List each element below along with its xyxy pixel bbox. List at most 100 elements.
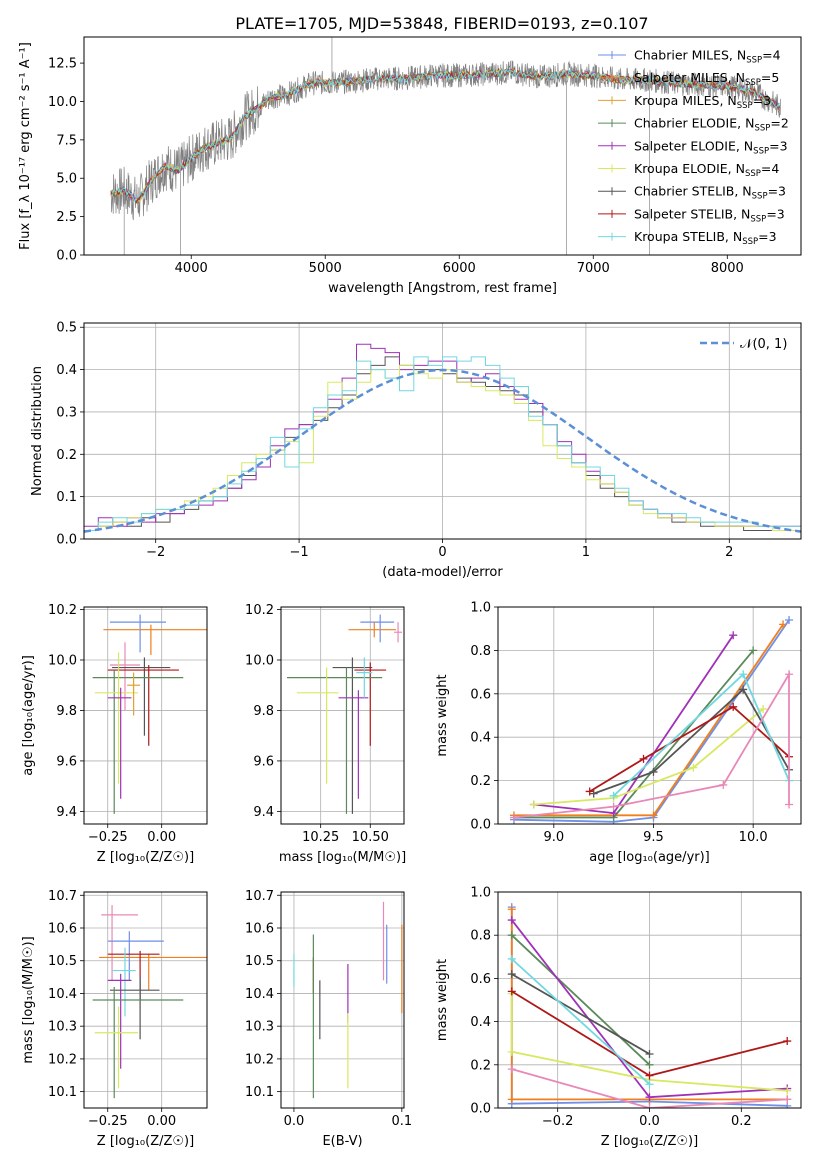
errorbar-point — [109, 642, 141, 711]
legend-label-text: Salpeter STELIB, N — [634, 206, 750, 221]
x-tick-label: 1 — [582, 545, 590, 560]
y-tick-label: 10.0 — [245, 653, 274, 668]
legend-label-tail: =3 — [753, 93, 771, 108]
y-tick-label: 9.6 — [56, 754, 77, 769]
y-tick-label: 10.0 — [48, 95, 77, 110]
axes-frame — [83, 36, 802, 256]
weight-marker — [645, 1071, 654, 1080]
weight-marker — [507, 970, 516, 979]
weight-marker — [649, 767, 658, 776]
errorbar-point — [296, 667, 339, 784]
y-tick-label: 10.4 — [245, 987, 274, 1002]
weight-marker — [507, 916, 516, 925]
weight-marker — [729, 702, 738, 711]
y-tick-label: 2.5 — [56, 210, 77, 225]
x-tick-label: 0.1 — [391, 1114, 412, 1129]
weight-line — [589, 705, 790, 793]
x-tick-label: −0.25 — [88, 830, 128, 845]
weight-marker — [785, 800, 794, 809]
legend-label: Chabrier STELIB, NSSP=3 — [634, 184, 786, 202]
y-tick-label: 7.5 — [56, 133, 77, 148]
errorbar-point — [107, 931, 164, 981]
y-tick-label: 0.0 — [56, 249, 77, 264]
x-axis-label: Z [log₁₀(Z/Z☉)] — [97, 1134, 194, 1149]
weight-marker — [639, 754, 648, 763]
legend-label-tail: =5 — [761, 70, 779, 85]
y-tick-label: 10.2 — [245, 603, 274, 618]
histogram-step — [84, 356, 801, 539]
weight-line — [511, 1068, 788, 1108]
weight-marker — [783, 1037, 792, 1046]
legend-label-tail: =3 — [766, 206, 784, 221]
y-tick-label: 10.1 — [48, 1085, 77, 1100]
axes-frame — [280, 891, 405, 1109]
legend-label-text: Chabrier STELIB, N — [634, 184, 752, 199]
weight-line — [511, 973, 650, 1055]
y-tick-label: 9.8 — [253, 704, 274, 719]
errorbar-point — [112, 947, 136, 1017]
legend-label-sub: SSP — [737, 101, 753, 111]
plot-area — [293, 901, 403, 1099]
x-tick-label: 10.25 — [302, 830, 339, 845]
x-tick-label: 8000 — [711, 261, 744, 276]
errorbar-point — [356, 657, 373, 698]
x-tick-label: 2 — [725, 545, 733, 560]
model-spectrum-line — [110, 69, 780, 200]
legend-label-tail: =4 — [762, 48, 780, 63]
errorbar-point — [92, 670, 184, 814]
residuals-legend: 𝒩(0, 1) — [700, 337, 787, 352]
weight-marker — [507, 987, 516, 996]
y-tick-label: 0.3 — [56, 405, 77, 420]
x-tick-label: 6000 — [443, 261, 476, 276]
weight-marker — [689, 763, 698, 772]
y-tick-label: 10.7 — [48, 889, 77, 904]
y-tick-label: 10.2 — [245, 1052, 274, 1067]
weight-marker — [507, 905, 516, 914]
plot-area — [84, 343, 801, 539]
x-tick-label: 9.5 — [643, 830, 664, 845]
errorbar-point — [101, 905, 138, 981]
weight-marker — [507, 1095, 516, 1104]
weight-marker — [719, 780, 728, 789]
y-tick-label: 5.0 — [56, 172, 77, 187]
x-tick-label: 5000 — [309, 261, 342, 276]
plot-area — [110, 37, 781, 255]
legend-label: Chabrier ELODIE, NSSP=2 — [634, 116, 789, 134]
plot-area — [507, 903, 792, 1108]
y-tick-label: 9.4 — [56, 805, 77, 820]
weight-marker — [785, 616, 794, 625]
y-tick-label: 0.2 — [56, 448, 77, 463]
x-tick-label: 0.00 — [147, 1114, 176, 1129]
legend-label-text: Kroupa MILES, N — [634, 93, 737, 108]
legend-label-sub: SSP — [745, 169, 761, 179]
y-tick-label: 0.4 — [470, 731, 491, 746]
x-tick-label: 9.0 — [543, 830, 564, 845]
weight-marker — [645, 1080, 654, 1089]
chart-mass_vs_Z: −0.25 0.00 10.1 10.2 10.3 10.4 10.5 10.6 10.7 Z [… — [21, 889, 208, 1149]
weight-line — [593, 688, 790, 795]
errorbar-point — [338, 690, 369, 799]
weight-marker — [645, 1050, 654, 1058]
legend-label-sub: SSP — [752, 192, 768, 202]
model-spectrum-line — [110, 68, 781, 203]
x-axis-label: wavelength [Angstrom, rest frame] — [328, 281, 557, 296]
x-axis-label: E(B-V) — [322, 1134, 362, 1149]
y-tick-label: 0.4 — [470, 1015, 491, 1030]
x-tick-label: 10.0 — [739, 830, 768, 845]
legend-label: Salpeter STELIB, NSSP=3 — [634, 206, 785, 224]
legend-label-tail: =2 — [770, 116, 788, 131]
y-tick-label: 0.0 — [56, 533, 77, 548]
x-tick-label: 10.50 — [352, 830, 389, 845]
errorbar-point — [354, 662, 387, 746]
x-axis-label: Z [log₁₀(Z/Z☉)] — [97, 850, 194, 865]
weight-marker — [759, 704, 768, 713]
y-tick-label: 0.2 — [470, 774, 491, 789]
model-spectrum-line — [110, 67, 780, 204]
errorbar-point — [92, 986, 184, 1099]
y-tick-label: 12.5 — [48, 57, 77, 72]
legend-label-sub: SSP — [746, 56, 762, 66]
axes-frame — [83, 891, 208, 1109]
plot-area — [92, 614, 207, 814]
weight-marker — [585, 787, 594, 796]
errorbar-point — [109, 977, 160, 1040]
